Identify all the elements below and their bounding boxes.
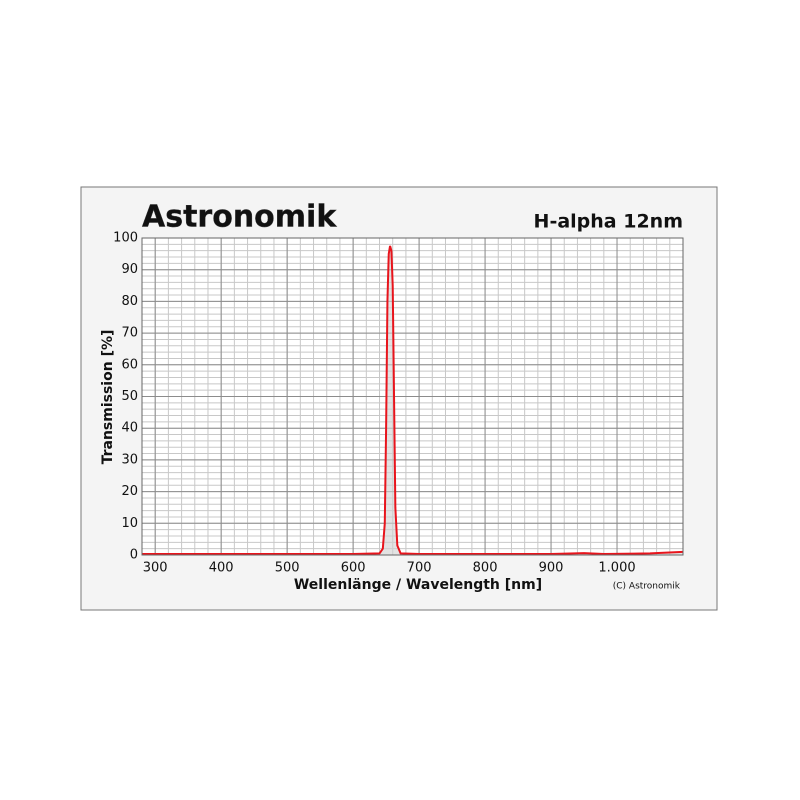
y-tick-label: 90 <box>121 262 138 277</box>
x-axis-label: Wellenlänge / Wavelength [nm] <box>294 577 542 593</box>
y-axis-label: Transmission [%] <box>100 330 116 465</box>
copyright: (C) Astronomik <box>613 582 681 592</box>
x-tick-label: 800 <box>473 561 498 576</box>
transmission-line <box>142 245 684 556</box>
y-tick-label: 80 <box>121 294 138 309</box>
y-tick-label: 70 <box>121 326 138 341</box>
y-tick-label: 100 <box>113 231 138 246</box>
y-tick-label: 60 <box>121 357 138 372</box>
logo: Astronomik <box>142 200 337 235</box>
y-tick-label: 40 <box>121 421 138 436</box>
plot-frame <box>141 237 684 556</box>
x-tick-label: 400 <box>209 561 234 576</box>
y-tick-label: 20 <box>121 484 138 499</box>
x-tick-label: 600 <box>341 561 366 576</box>
x-tick-label: 300 <box>143 561 168 576</box>
x-tick-label: 1.000 <box>598 561 635 576</box>
x-tick-label: 900 <box>539 561 564 576</box>
y-tick-label: 0 <box>130 548 138 563</box>
y-tick-label: 10 <box>121 516 138 531</box>
x-tick-label: 500 <box>275 561 300 576</box>
y-tick-label: 30 <box>121 452 138 467</box>
y-tick-label: 50 <box>121 389 138 404</box>
x-tick-label: 700 <box>407 561 432 576</box>
chart-title: H-alpha 12nm <box>534 211 683 233</box>
